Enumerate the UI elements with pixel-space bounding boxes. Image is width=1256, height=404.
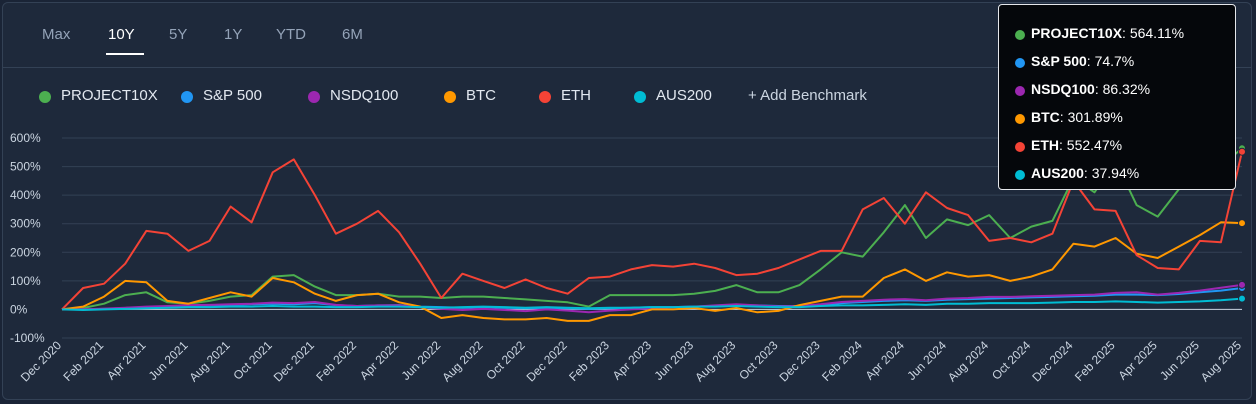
tooltip-row-btc: BTC: 301.89%	[1031, 109, 1123, 125]
x-tick-label: Oct 2021	[230, 338, 275, 383]
x-tick-label: Apr 2021	[104, 338, 149, 383]
tooltip-row-project10x: PROJECT10X: 564.11%	[1031, 25, 1185, 41]
y-tick-label: 300%	[10, 217, 41, 231]
series-line-nsdq100	[62, 283, 1243, 314]
tab-max[interactable]: Max	[42, 26, 71, 43]
x-tick-label: Aug 2022	[439, 338, 485, 384]
tooltip-dot-eth	[1015, 142, 1025, 152]
active-tab-underline	[106, 53, 144, 55]
series-line-aus200	[61, 297, 1243, 311]
y-tick-label: 500%	[10, 160, 41, 174]
x-tick-label: Oct 2023	[736, 338, 781, 383]
tooltip-dot-nsdq100	[1015, 86, 1025, 96]
y-tick-label: 0%	[10, 302, 28, 316]
x-tick-label: Jun 2022	[399, 338, 444, 383]
timeframe-tabs: Max 10Y 5Y 1Y YTD 6M	[3, 3, 1251, 68]
series-line-btc	[61, 221, 1243, 322]
tooltip-row-eth: ETH: 552.47%	[1031, 137, 1123, 153]
x-tick-label: Apr 2022	[357, 338, 402, 383]
x-tick-label: Jun 2023	[651, 338, 696, 383]
add-benchmark-button[interactable]: + Add Benchmark	[748, 87, 867, 104]
tooltip-dot-sp500	[1015, 58, 1025, 68]
x-tick-label: Jun 2021	[146, 338, 191, 383]
tooltip-dot-project10x	[1015, 30, 1025, 40]
legend-dot-project10x	[39, 91, 51, 103]
tooltip-row-aus200: AUS200: 37.94%	[1031, 165, 1140, 181]
x-tick-label: Jun 2024	[904, 338, 949, 383]
legend-item-nsdq100[interactable]: NSDQ100	[330, 87, 399, 104]
endpoint-marker-aus200	[1238, 294, 1246, 303]
x-tick-label: Feb 2025	[1072, 338, 1118, 384]
tab-6m[interactable]: 6M	[342, 26, 363, 43]
x-tick-label: Oct 2024	[989, 338, 1034, 383]
x-tick-label: Aug 2024	[945, 338, 991, 384]
tooltip-dot-aus200	[1015, 170, 1025, 180]
tooltip-row-sp500: S&P 500: 74.7%	[1031, 53, 1135, 69]
series-line-eth	[61, 151, 1243, 311]
x-tick-label: Aug 2023	[692, 338, 738, 384]
x-tick-label: Dec 2022	[524, 338, 570, 384]
legend-item-eth[interactable]: ETH	[561, 87, 591, 104]
x-tick-label: Feb 2024	[819, 338, 865, 384]
x-tick-label: Dec 2021	[271, 338, 317, 384]
legend-dot-sp500	[181, 91, 193, 103]
x-tick-label: Aug 2021	[186, 338, 232, 384]
x-tick-label: Feb 2022	[313, 338, 359, 384]
legend-item-sp500[interactable]: S&P 500	[203, 87, 262, 104]
x-tick-label: Oct 2022	[483, 338, 528, 383]
legend-dot-eth	[539, 91, 551, 103]
legend-item-aus200[interactable]: AUS200	[656, 87, 712, 104]
y-tick-label: -100%	[10, 331, 45, 345]
y-tick-label: 200%	[10, 245, 41, 259]
legend-item-btc[interactable]: BTC	[466, 87, 496, 104]
x-tick-label: Apr 2025	[1115, 338, 1160, 383]
y-tick-label: 400%	[10, 188, 41, 202]
tab-1y[interactable]: 1Y	[224, 26, 243, 43]
x-tick-label: Apr 2023	[610, 338, 655, 383]
x-tick-label: Dec 2024	[1029, 338, 1075, 384]
legend-dot-nsdq100	[308, 91, 320, 103]
x-tick-label: Apr 2024	[863, 338, 908, 383]
legend-item-project10x[interactable]: PROJECT10X	[61, 87, 158, 104]
x-tick-label: Feb 2023	[566, 338, 612, 384]
y-tick-label: 100%	[10, 274, 41, 288]
tab-ytd[interactable]: YTD	[276, 26, 306, 43]
x-tick-label: Aug 2025	[1198, 338, 1244, 384]
legend-dot-btc	[444, 91, 456, 103]
y-tick-label: 600%	[10, 131, 41, 145]
tab-5y[interactable]: 5Y	[169, 26, 188, 43]
x-tick-label: Feb 2021	[61, 338, 107, 384]
x-tick-label: Dec 2023	[776, 338, 822, 384]
tooltip-panel: PROJECT10X: 564.11% S&P 500: 74.7% NSDQ1…	[998, 4, 1236, 190]
series-line-project10x	[61, 147, 1243, 311]
tooltip-dot-btc	[1015, 114, 1025, 124]
endpoint-marker-eth	[1238, 147, 1246, 156]
endpoint-marker-btc	[1238, 219, 1246, 228]
tooltip-row-nsdq100: NSDQ100: 86.32%	[1031, 81, 1151, 97]
legend-dot-aus200	[634, 91, 646, 103]
tab-10y[interactable]: 10Y	[108, 26, 135, 43]
x-tick-label: Jun 2025	[1157, 338, 1202, 383]
endpoint-marker-nsdq100	[1238, 280, 1246, 289]
